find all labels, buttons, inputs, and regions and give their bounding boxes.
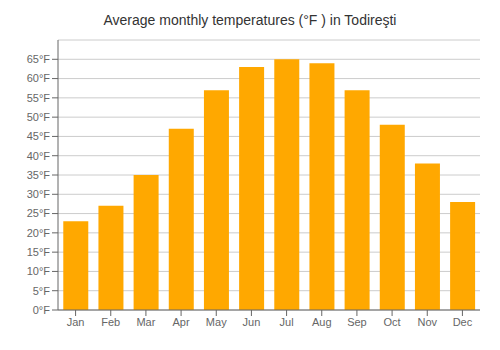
svg-text:5°F: 5°F [33,285,51,297]
svg-text:15°F: 15°F [27,246,51,258]
svg-text:20°F: 20°F [27,227,51,239]
html-text:Average monthly temperatures (: Average monthly temperatures (°F ) in To… [103,12,397,28]
svg-text:Oct: Oct [384,316,401,328]
svg-text:10°F: 10°F [27,265,51,277]
svg-text:Dec: Dec [453,316,473,328]
svg-text:30°F: 30°F [27,188,51,200]
svg-text:0°F: 0°F [33,304,51,316]
svg-text:Jan: Jan [67,316,85,328]
svg-text:65°F: 65°F [27,53,51,65]
svg-text:25°F: 25°F [27,207,51,219]
svg-text:May: May [206,316,227,328]
svg-text:55°F: 55°F [27,92,51,104]
svg-text:50°F: 50°F [27,111,51,123]
svg-text:35°F: 35°F [27,169,51,181]
svg-text:Jul: Jul [280,316,294,328]
svg-text:Jun: Jun [243,316,261,328]
svg-text:Sep: Sep [347,316,367,328]
svg-text:Nov: Nov [417,316,437,328]
svg-text:40°F: 40°F [27,150,51,162]
svg-text:Mar: Mar [136,316,155,328]
svg-text:Aug: Aug [312,316,332,328]
svg-text:60°F: 60°F [27,72,51,84]
svg-text:Apr: Apr [173,316,190,328]
svg-text:45°F: 45°F [27,130,51,142]
svg-text:Feb: Feb [101,316,120,328]
